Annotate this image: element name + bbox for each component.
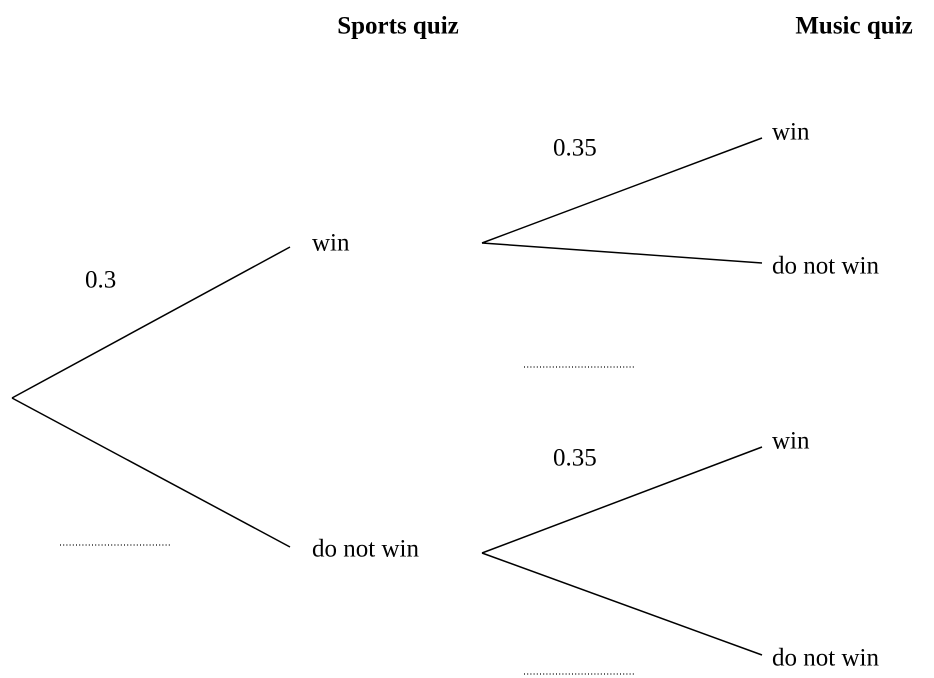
node-label: do not win	[772, 253, 879, 280]
node-label: do not win	[312, 536, 419, 563]
branch	[11, 246, 291, 399]
branch	[481, 446, 763, 554]
column-header: Music quiz	[795, 13, 912, 40]
node-label: win	[772, 119, 810, 146]
branch	[11, 397, 291, 548]
branch	[481, 137, 763, 244]
branch	[481, 242, 763, 264]
node-label: win	[312, 230, 350, 257]
probability: 0.35	[553, 135, 597, 162]
column-header: Sports quiz	[337, 13, 459, 40]
node-label: win	[772, 428, 810, 455]
branch	[481, 552, 763, 656]
probability: 0.3	[85, 267, 116, 294]
probability: 0.35	[553, 445, 597, 472]
node-label: do not win	[772, 645, 879, 672]
